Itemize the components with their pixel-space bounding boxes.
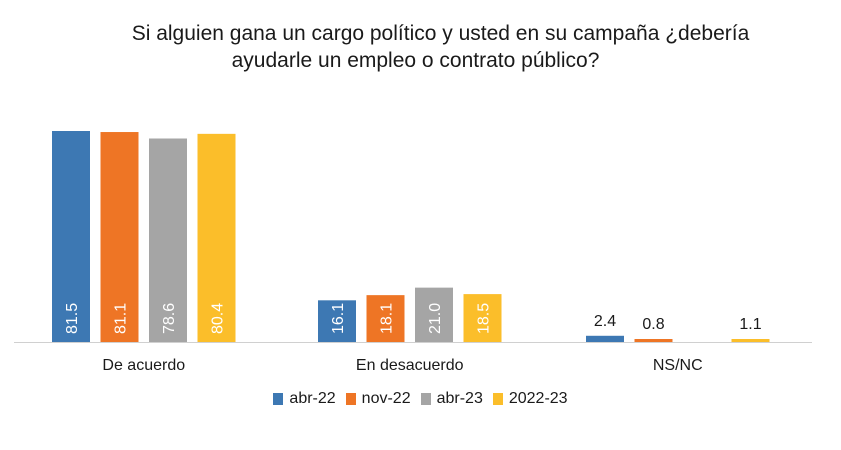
bar-abr-22-1	[318, 300, 356, 342]
bar-nov-22-2	[634, 339, 673, 342]
bar-abr-22-0	[52, 131, 90, 342]
legend-item-2022-23: 2022-23	[492, 390, 568, 408]
bar-nov-22-0	[100, 132, 139, 342]
bar-2022-23-0	[197, 133, 236, 342]
legend-item-abr-23: abr-23	[420, 390, 483, 408]
data-label: 80.4	[210, 303, 227, 334]
bar-2022-23-2	[731, 339, 770, 342]
legend-label: abr-22	[289, 390, 336, 407]
legend-label: nov-22	[361, 390, 411, 407]
data-label: 0.8	[642, 316, 664, 333]
legend-swatch	[273, 393, 284, 405]
category-label: En desacuerdo	[356, 357, 464, 374]
category-label: NS/NC	[653, 357, 703, 374]
legend-swatch	[420, 393, 431, 405]
legend-swatch	[492, 393, 503, 405]
data-label: 81.5	[64, 303, 81, 334]
legend-item-abr-22: abr-22	[273, 390, 336, 408]
data-label: 18.1	[379, 303, 396, 334]
data-label: 81.1	[113, 303, 130, 334]
bar-abr-23-1	[415, 287, 453, 342]
legend-item-nov-22: nov-22	[345, 390, 411, 408]
legend-label: 2022-23	[508, 390, 568, 407]
data-label: 18.5	[476, 303, 493, 334]
chart-title-line-2: ayudarle un empleo o contrato público?	[231, 49, 600, 72]
data-label: 2.4	[594, 313, 616, 330]
legend-label: abr-23	[436, 390, 483, 407]
data-label: 21.0	[427, 303, 444, 334]
bar-nov-22-1	[366, 295, 405, 342]
bar-2022-23-1	[463, 294, 502, 342]
chart-legend: abr-22 nov-22 abr-23 2022-23	[0, 390, 841, 408]
bar-abr-23-0	[149, 138, 187, 342]
data-label: 16.1	[330, 303, 347, 334]
category-label: De acuerdo	[102, 357, 185, 374]
legend-swatch	[345, 393, 356, 405]
bar-abr-22-2	[586, 335, 624, 342]
data-label: 78.6	[161, 303, 178, 334]
chart-title: Si alguien gana un cargo político y uste…	[0, 20, 841, 74]
data-label: 1.1	[739, 316, 761, 333]
chart-title-line-1: Si alguien gana un cargo político y uste…	[131, 22, 750, 45]
